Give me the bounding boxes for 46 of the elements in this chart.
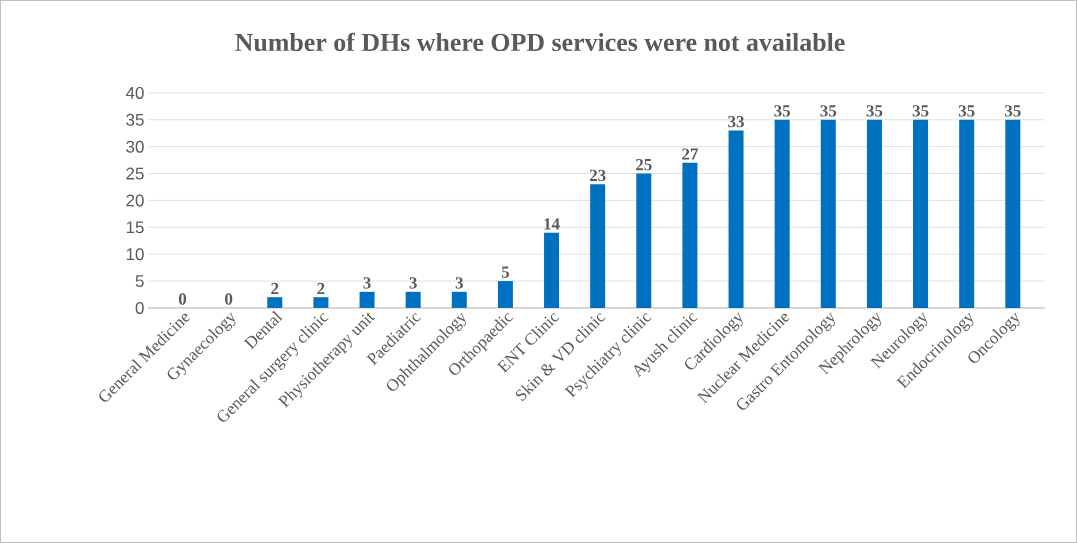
y-tick-label: 0: [135, 302, 144, 314]
bar: [820, 119, 836, 308]
data-label: 3: [455, 277, 463, 289]
data-label: 35: [820, 105, 837, 117]
y-tick-label: 25: [126, 167, 144, 180]
data-label: 14: [544, 218, 560, 230]
data-label: 35: [1004, 105, 1021, 117]
bar: [636, 173, 652, 308]
y-tick-label: 10: [126, 248, 144, 261]
data-label: 2: [271, 282, 279, 295]
data-label: 5: [501, 266, 510, 278]
data-label: 3: [363, 277, 371, 289]
y-tick-label: 20: [126, 194, 144, 207]
bar: [590, 184, 606, 308]
data-label: 0: [178, 293, 187, 305]
y-tick-label: 40: [125, 86, 144, 99]
bar: [959, 119, 975, 308]
data-label: 25: [636, 159, 652, 171]
bar: [866, 119, 882, 308]
bar: [682, 162, 698, 308]
bar: [913, 119, 929, 308]
data-label: 27: [682, 148, 698, 160]
bar: [451, 291, 467, 308]
data-label: 0: [225, 293, 233, 305]
bar: [544, 232, 560, 308]
bar: [728, 130, 744, 308]
bar: [405, 291, 421, 308]
y-tick-label: 15: [126, 221, 144, 234]
data-label: 33: [728, 116, 744, 128]
data-label: 3: [409, 277, 417, 289]
bar: [267, 297, 283, 308]
y-tick-label: 5: [135, 275, 144, 288]
data-label: 35: [774, 105, 791, 117]
bar: [497, 281, 513, 308]
data-label: 35: [866, 105, 883, 117]
bar: [359, 291, 375, 308]
data-label: 35: [912, 105, 929, 117]
data-label: 2: [317, 282, 325, 295]
bar: [774, 119, 790, 308]
data-label: 35: [958, 105, 975, 117]
data-label: 23: [589, 169, 606, 182]
y-tick-label: 30: [126, 140, 144, 153]
y-tick-label: 35: [126, 113, 144, 126]
bar: [313, 297, 329, 308]
bar: [1005, 119, 1021, 308]
chart-title: Number of DHs where OPD services were not available: [235, 32, 845, 52]
